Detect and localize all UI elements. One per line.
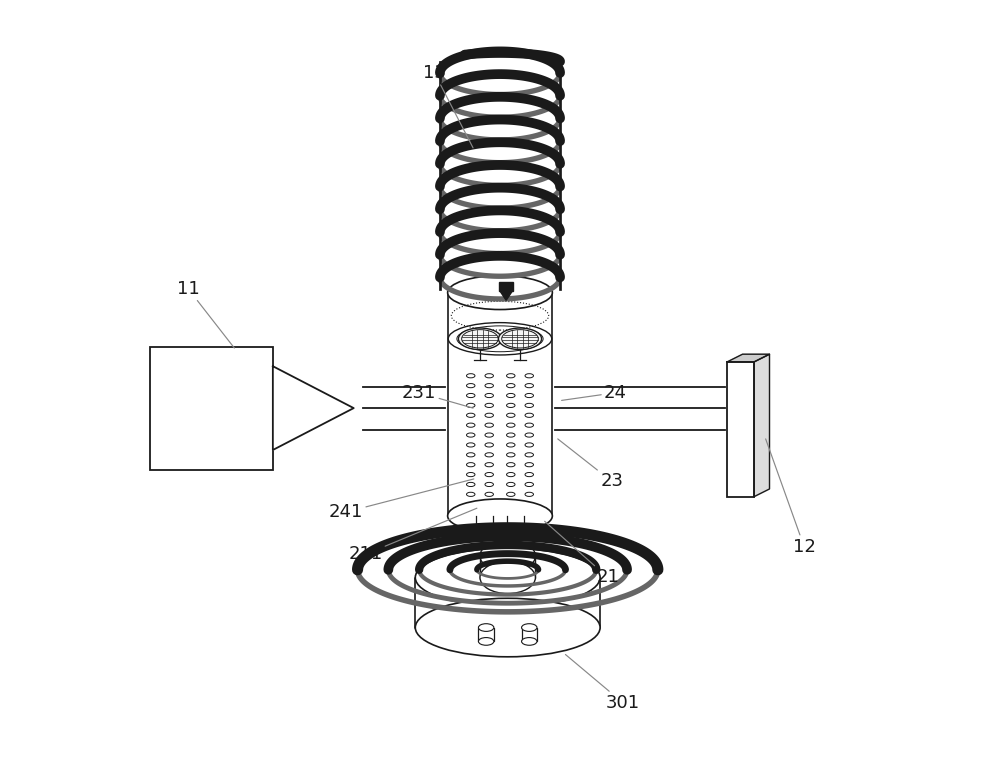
Ellipse shape xyxy=(458,328,502,350)
Polygon shape xyxy=(727,354,770,362)
Ellipse shape xyxy=(480,561,535,594)
Ellipse shape xyxy=(415,598,600,657)
Text: 12: 12 xyxy=(766,439,816,556)
Text: 231: 231 xyxy=(402,383,473,408)
Text: 241: 241 xyxy=(329,479,474,521)
Ellipse shape xyxy=(507,526,524,534)
Bar xyxy=(727,362,754,497)
Text: 24: 24 xyxy=(562,383,627,402)
Bar xyxy=(150,346,273,470)
Ellipse shape xyxy=(476,526,493,534)
Ellipse shape xyxy=(480,540,535,572)
Ellipse shape xyxy=(522,624,537,631)
Ellipse shape xyxy=(478,638,494,645)
Polygon shape xyxy=(415,578,600,628)
Polygon shape xyxy=(522,628,537,641)
Text: 23: 23 xyxy=(558,439,623,490)
Text: 13: 13 xyxy=(423,64,473,148)
Text: 11: 11 xyxy=(177,280,234,348)
Polygon shape xyxy=(500,291,512,300)
Ellipse shape xyxy=(498,328,542,350)
Ellipse shape xyxy=(448,276,552,310)
Text: 211: 211 xyxy=(348,508,477,564)
Polygon shape xyxy=(478,628,494,641)
Ellipse shape xyxy=(478,624,494,631)
Ellipse shape xyxy=(448,499,552,533)
Polygon shape xyxy=(754,354,770,497)
Ellipse shape xyxy=(415,548,600,607)
Bar xyxy=(499,282,513,291)
Text: 21: 21 xyxy=(545,521,619,587)
Text: 301: 301 xyxy=(565,654,640,712)
Polygon shape xyxy=(273,367,354,450)
Ellipse shape xyxy=(522,638,537,645)
Polygon shape xyxy=(480,556,535,578)
